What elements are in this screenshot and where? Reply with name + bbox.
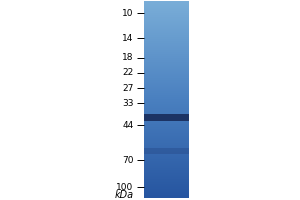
Text: 70: 70	[122, 156, 134, 165]
Text: 44: 44	[122, 121, 134, 130]
Bar	[144, 148, 189, 154]
Text: 100: 100	[116, 183, 134, 192]
Text: 14: 14	[122, 34, 134, 43]
Text: 10: 10	[122, 9, 134, 18]
Text: kDa: kDa	[115, 190, 134, 200]
Text: 33: 33	[122, 99, 134, 108]
Text: 22: 22	[122, 68, 134, 77]
Text: 27: 27	[122, 84, 134, 93]
Text: 18: 18	[122, 53, 134, 62]
Bar	[144, 114, 189, 121]
